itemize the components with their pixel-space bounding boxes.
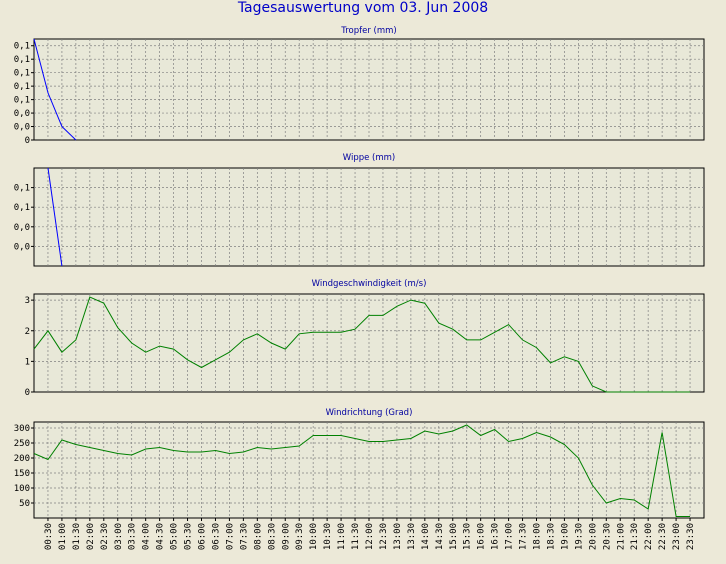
y-tick-label: 0 [25,136,30,146]
chart-panel-4: Windrichtung (Grad) 300 250 200 150 100 50 [14,408,705,519]
x-tick-label: 05:00 [170,523,180,550]
series-line [33,296,690,393]
x-tick-label: 08:00 [253,523,263,550]
x-tick-label: 17:00 [505,523,515,550]
x-tick-label: 22:30 [658,523,668,550]
main-title: Tagesauswertung vom 03. Jun 2008 [237,0,489,16]
x-tick-label: 02:30 [100,523,110,550]
x-tick-label: 21:00 [616,523,626,550]
y-tick-label: 3 [25,296,30,306]
series-line [33,424,690,517]
x-tick-label: 02:00 [86,523,96,550]
x-tick-label: 01:00 [58,523,68,550]
y-tick-label: 1 [25,357,30,367]
panel-title: Tropfer (mm) [340,26,396,36]
x-tick-label: 15:00 [449,523,459,550]
panel-title: Windgeschwindigkeit (m/s) [312,279,427,289]
x-tick-label: 04:30 [156,523,166,550]
x-tick-label: 07:00 [225,523,235,550]
x-tick-label: 10:30 [323,523,333,550]
y-tick-label: 200 [14,454,30,464]
x-tick-label: 09:00 [281,523,291,550]
x-tick-label: 19:00 [560,523,570,550]
y-tick-label: 0,1 [14,184,30,194]
x-tick-label: 23:30 [686,523,696,550]
x-tick-label: 18:00 [533,523,543,550]
y-tick-label: 0,0 [14,223,30,233]
x-tick-label: 23:00 [672,523,682,550]
x-tick-label: 06:30 [211,523,221,550]
y-tick-label: 0,0 [14,109,30,119]
chart-panel-2: Wippe (mm) 0,1 0,1 0,0 0,0 [14,153,705,267]
y-tick-label: 0,0 [14,123,30,133]
x-tick-label: 13:00 [393,523,403,550]
panel-title: Windrichtung (Grad) [326,408,413,418]
y-tick-label: 100 [14,484,30,494]
x-tick-label: 12:30 [379,523,389,550]
y-tick-label: 50 [19,499,30,509]
x-tick-label: 03:30 [128,523,138,550]
x-tick-label: 16:30 [491,523,501,550]
x-tick-label: 09:30 [295,523,305,550]
y-tick-label: 0 [25,388,30,398]
x-tick-label: 13:30 [407,523,417,550]
y-tick-label: 0,1 [14,96,30,106]
x-tick-label: 16:00 [477,523,487,550]
chart-panel-3: Windgeschwindigkeit (m/s) 3 2 1 0 [25,279,705,398]
x-tick-label: 14:00 [421,523,431,550]
x-tick-label: 12:00 [365,523,375,550]
y-tick-label: 300 [14,424,30,434]
chart-panel-1: Tropfer (mm) 0,1 0,1 0,1 0,1 0,1 0,0 0,0 0 [14,26,705,146]
x-tick-label: 03:00 [114,523,124,550]
x-tick-label: 22:00 [644,523,654,550]
x-tick-label: 18:30 [546,523,556,550]
x-tick-label: 20:30 [602,523,612,550]
y-tick-label: 0,1 [14,69,30,79]
y-tick-label: 2 [25,327,30,337]
x-tick-label: 06:00 [198,523,208,550]
series-line [33,38,77,141]
y-tick-label: 0,1 [14,55,30,65]
x-tick-label: 08:30 [267,523,277,550]
y-tick-label: 0,0 [14,242,30,252]
series-line [47,167,63,267]
x-tick-label: 04:00 [142,523,152,550]
x-tick-label: 01:30 [72,523,82,550]
x-tick-label: 10:00 [309,523,319,550]
x-tick-label: 17:30 [519,523,529,550]
y-tick-label: 0,1 [14,42,30,52]
x-tick-label: 19:30 [574,523,584,550]
x-tick-label: 21:30 [630,523,640,550]
y-tick-label: 250 [14,439,30,449]
y-tick-label: 0,1 [14,82,30,92]
x-tick-label: 11:30 [351,523,361,550]
x-tick-label: 14:30 [435,523,445,550]
x-tick-label: 20:00 [588,523,598,550]
x-tick-label: 11:00 [337,523,347,550]
x-tick-label: 07:30 [239,523,249,550]
panel-title: Wippe (mm) [343,153,396,163]
x-tick-label: 00:30 [44,523,54,550]
y-tick-label: 0,1 [14,203,30,213]
x-tick-label: 05:30 [184,523,194,550]
x-tick-label: 15:30 [463,523,473,550]
y-tick-label: 150 [14,469,30,479]
